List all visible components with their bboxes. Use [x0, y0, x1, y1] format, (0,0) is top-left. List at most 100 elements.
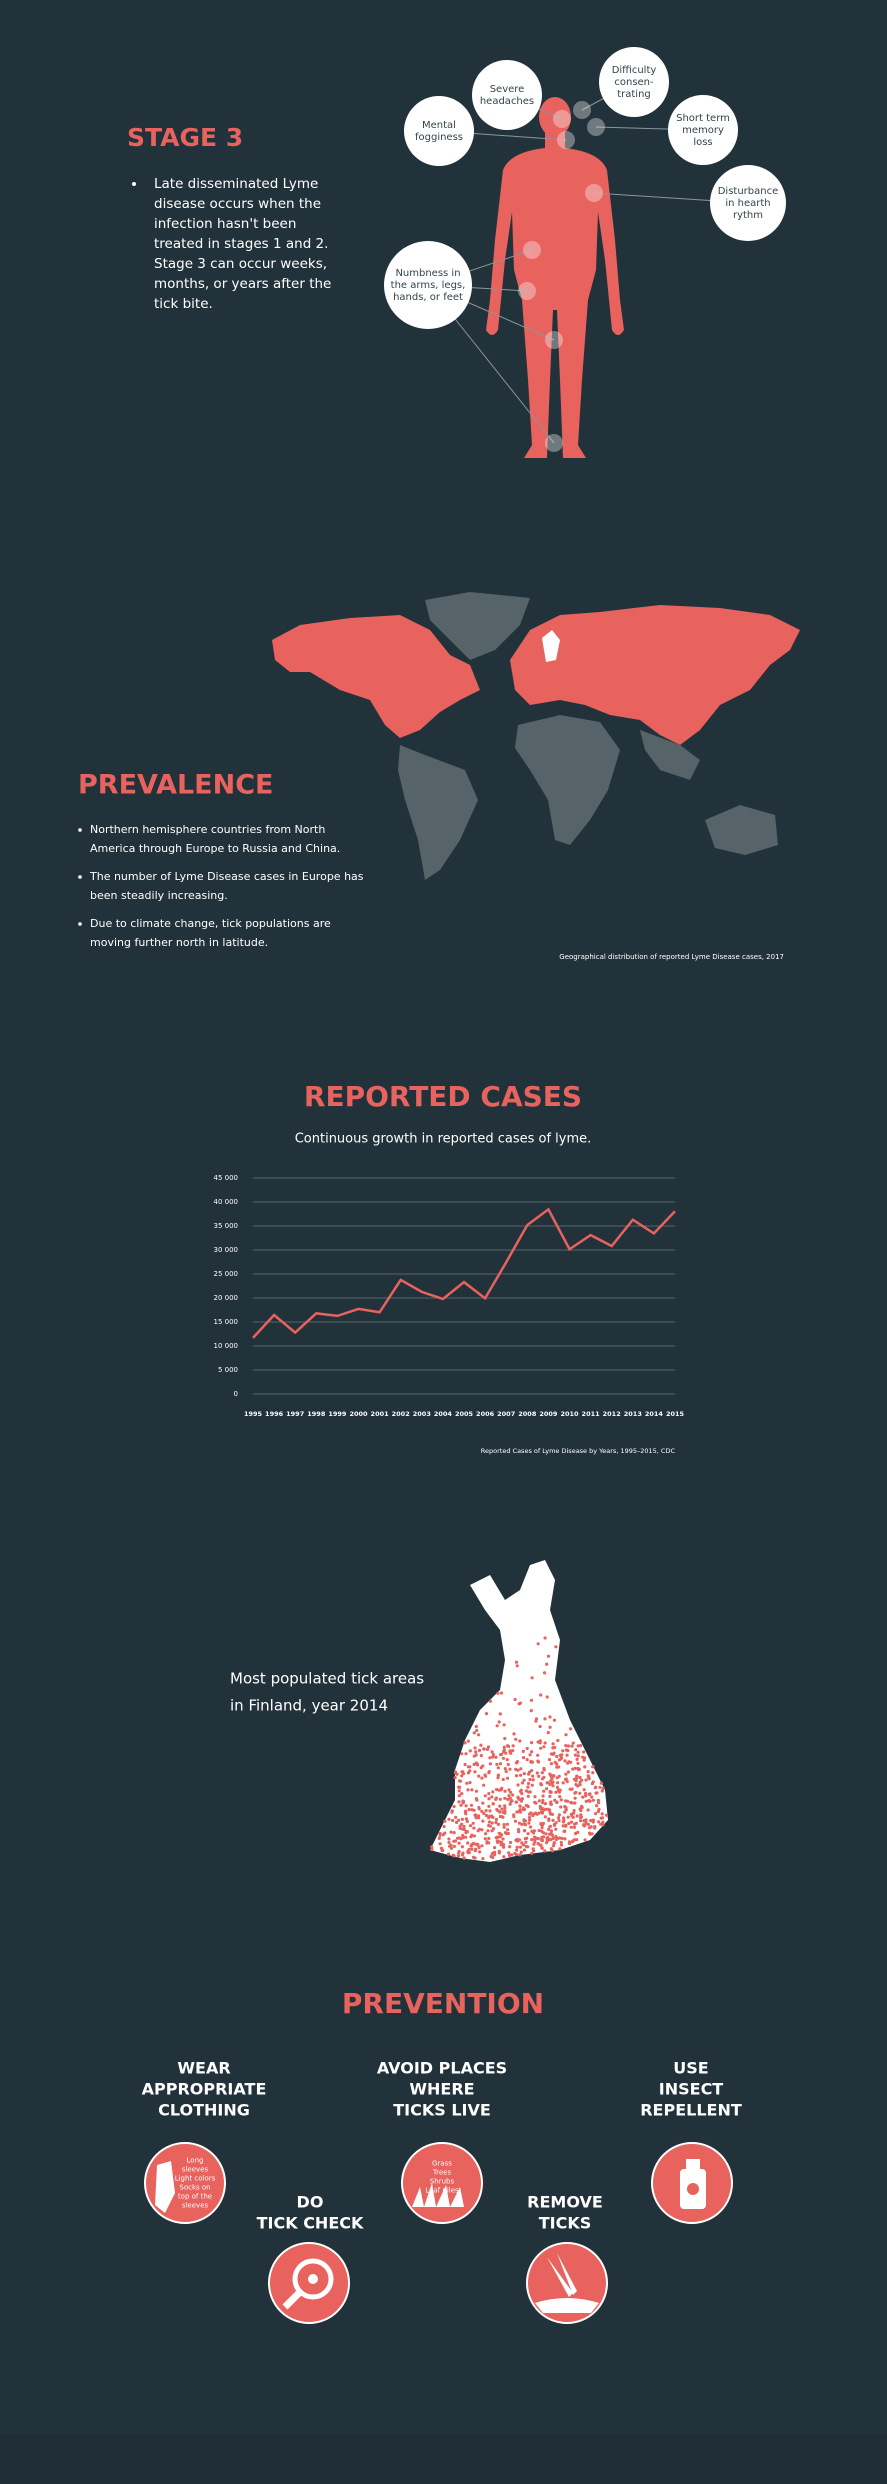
- prevalence-text: Northern hemisphere countries from North: [90, 823, 325, 836]
- tick-dot: [502, 1825, 506, 1829]
- tick-dot: [540, 1829, 544, 1833]
- tick-dot: [515, 1845, 519, 1849]
- tick-dot: [514, 1737, 518, 1741]
- x-tick-label: 2011: [582, 1410, 601, 1418]
- tick-dot: [453, 1776, 457, 1780]
- tick-dot: [506, 1797, 510, 1801]
- tick-dot: [555, 1800, 559, 1805]
- tick-dot: [460, 1853, 465, 1857]
- tick-dot: [457, 1818, 461, 1822]
- x-tick-label: 2006: [476, 1410, 495, 1418]
- tick-dot: [548, 1772, 552, 1776]
- tick-dot: [590, 1782, 595, 1786]
- tick-dot: [563, 1759, 567, 1763]
- tick-dot: [474, 1789, 479, 1793]
- tick-dot: [517, 1809, 521, 1813]
- tick-dot: [533, 1840, 537, 1844]
- x-tick-label: 1998: [307, 1410, 326, 1418]
- tick-dot: [486, 1745, 491, 1749]
- tick-dot: [572, 1825, 577, 1829]
- tick-dot: [546, 1835, 550, 1840]
- tick-dot: [496, 1691, 500, 1695]
- tick-dot: [462, 1856, 466, 1860]
- tick-dot: [473, 1849, 477, 1853]
- tick-dot: [515, 1848, 519, 1852]
- symptom-label: rythm: [733, 210, 763, 221]
- tick-dot: [600, 1789, 604, 1793]
- tick-dot: [512, 1732, 516, 1736]
- tick-dot: [578, 1783, 582, 1787]
- tick-dot: [439, 1846, 444, 1850]
- tick-dot: [546, 1731, 550, 1735]
- prevention-title: PREVENTION: [342, 1987, 544, 2020]
- tick-dot: [514, 1774, 519, 1778]
- tick-dot: [457, 1785, 462, 1789]
- tick-dot: [582, 1824, 587, 1828]
- tick-dot: [564, 1748, 569, 1752]
- tick-dot: [449, 1843, 453, 1847]
- tick-dot: [579, 1819, 583, 1823]
- tick-dot: [469, 1824, 473, 1828]
- icon-tweezers: [547, 2253, 577, 2297]
- tick-dot: [547, 1827, 551, 1831]
- line-series: [252, 1207, 676, 1339]
- tick-dot: [536, 1759, 540, 1763]
- tick-dot: [573, 1766, 577, 1770]
- tick-dot: [573, 1822, 577, 1826]
- tick-dot: [530, 1783, 534, 1787]
- tick-dot: [503, 1806, 507, 1810]
- tick-dot: [430, 1847, 434, 1852]
- tick-dot: [559, 1798, 563, 1802]
- tick-dot: [524, 1789, 529, 1793]
- tick-dot: [531, 1774, 535, 1778]
- symptom-label: loss: [693, 137, 712, 148]
- chart-title: REPORTED CASES: [304, 1080, 582, 1113]
- tick-dot: [526, 1832, 530, 1836]
- tick-dot: [593, 1824, 597, 1829]
- tick-dot: [474, 1750, 478, 1754]
- icon-arm: [155, 2161, 175, 2213]
- tick-dot: [552, 1718, 557, 1722]
- y-tick-label: 45 000: [214, 1174, 239, 1182]
- tick-dot: [501, 1777, 505, 1782]
- tick-dot: [594, 1812, 598, 1816]
- x-tick-label: 1995: [244, 1410, 263, 1418]
- icon-skin: [535, 2298, 599, 2313]
- tick-dot: [483, 1837, 487, 1841]
- prevention-icon: [268, 2242, 350, 2324]
- tick-dot: [551, 1784, 555, 1788]
- tick-dot: [522, 1756, 526, 1760]
- tick-dot: [490, 1750, 494, 1754]
- tick-dot: [558, 1795, 562, 1799]
- tick-dot: [543, 1815, 547, 1819]
- tick-dot: [551, 1742, 555, 1746]
- tick-dot: [570, 1787, 574, 1791]
- tick-dot: [583, 1765, 587, 1769]
- stage-text: months, or years after the: [154, 276, 331, 292]
- tick-dot: [546, 1654, 551, 1658]
- symptom-label: Numbness in: [395, 268, 460, 279]
- icon-label: Socks on: [179, 2184, 210, 2192]
- tick-dot: [555, 1776, 559, 1780]
- tick-dot: [551, 1818, 555, 1822]
- tick-dot: [490, 1795, 494, 1799]
- tick-dot: [513, 1697, 517, 1702]
- tick-dot: [502, 1750, 506, 1754]
- tick-dot: [531, 1831, 536, 1835]
- tick-dot: [551, 1837, 555, 1841]
- tick-dot: [447, 1817, 451, 1821]
- icon-label: Light colors: [175, 2175, 216, 2183]
- tick-dot: [557, 1758, 562, 1762]
- tick-dot: [461, 1799, 465, 1803]
- tick-dot: [540, 1835, 544, 1840]
- icon-label: Shrubs: [430, 2178, 455, 2186]
- tick-dot: [472, 1731, 476, 1735]
- y-tick-label: 10 000: [214, 1342, 239, 1350]
- tick-dot: [521, 1843, 526, 1847]
- tick-dot: [548, 1824, 553, 1828]
- symptom-label: Short term: [676, 113, 730, 124]
- tick-dot: [518, 1845, 523, 1849]
- icon-label: sleeves: [182, 2202, 209, 2210]
- tick-dot: [472, 1808, 476, 1812]
- tick-dot: [488, 1762, 492, 1766]
